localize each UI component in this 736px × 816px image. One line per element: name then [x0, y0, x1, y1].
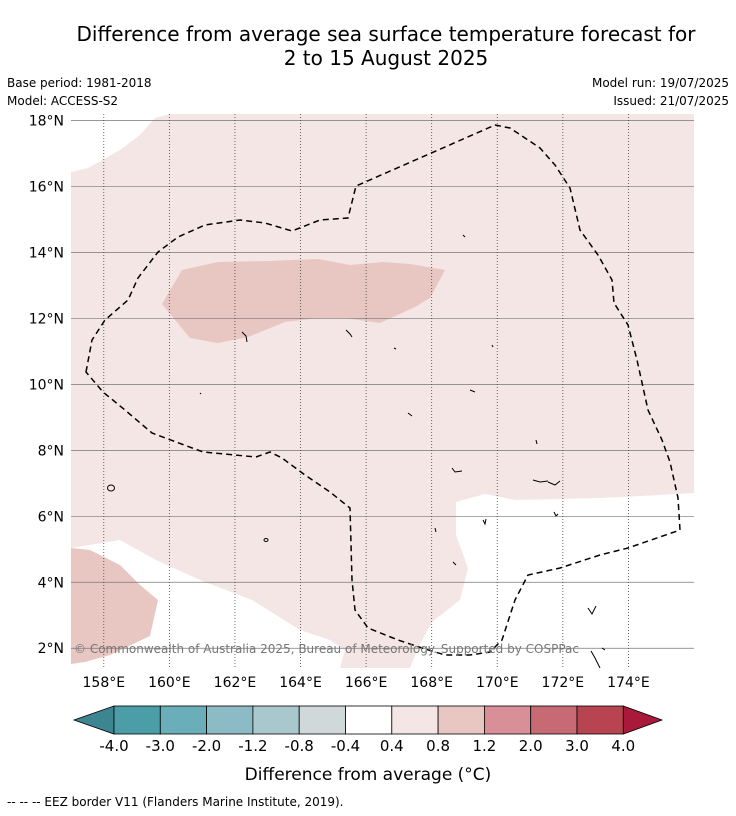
grid-lines — [71, 114, 694, 668]
colorbar: -4.0 -3.0 -2.0 -1.2 -0.8 -0.4 0.4 0.8 1.2 2.0 3.0 4… — [72, 705, 664, 755]
island-outline — [452, 561, 457, 566]
colorbar-tick-label: -3.0 — [146, 737, 175, 755]
anomaly-region-southwest — [71, 548, 158, 664]
longitude-tick-label: 158°E — [83, 675, 126, 691]
colorbar-tick-label: 3.0 — [565, 737, 589, 755]
island-outline — [482, 518, 487, 526]
colorbar-tick-label: 1.2 — [472, 737, 496, 755]
colorbar-segment — [483, 705, 532, 735]
island-outline — [469, 389, 476, 393]
colorbar-tick-label: 0.4 — [380, 737, 404, 755]
longitude-tick-label: 168°E — [410, 675, 453, 691]
meta-left: Base period: 1981-2018 Model: ACCESS-S2 — [7, 74, 152, 110]
latitude-tick-label: 12°N — [29, 311, 64, 327]
colorbar-segment — [437, 705, 485, 735]
island-outline — [434, 527, 437, 533]
island-outline — [107, 484, 115, 492]
island-outline — [345, 329, 353, 338]
latitude-labels: 18°N 16°N 14°N 12°N 10°N 8°N 6°N 4°N 2°N — [29, 114, 64, 658]
longitude-tick-label: 166°E — [345, 675, 388, 691]
colorbar-tick-label: -0.8 — [285, 737, 314, 755]
latitude-tick-label: 8°N — [38, 443, 64, 459]
eez-border — [85, 124, 681, 656]
islands — [107, 234, 606, 668]
colorbar-segment — [206, 705, 254, 735]
colorbar-over-triangle — [622, 705, 664, 735]
issued-text: Issued: 21/07/2025 — [613, 94, 729, 108]
colorbar-tick-label: -1.2 — [238, 737, 267, 755]
island-outline — [451, 467, 463, 473]
longitude-tick-label: 160°E — [148, 675, 191, 691]
longitude-tick-label: 174°E — [607, 675, 650, 691]
longitude-labels: 158°E 160°E 162°E 164°E 166°E 168°E 170°E 172°E… — [83, 675, 650, 691]
map-area — [71, 114, 694, 668]
island-outline — [241, 331, 248, 343]
colorbar-tick-label: 2.0 — [519, 737, 543, 755]
latitude-tick-label: 16°N — [29, 180, 64, 196]
anomaly-region-central — [162, 259, 445, 343]
latitude-tick-label: 4°N — [38, 575, 64, 591]
island-outline — [199, 392, 202, 395]
colorbar-segment — [576, 705, 624, 735]
colorbar-segment — [345, 705, 393, 735]
colorbar-under-triangle — [72, 705, 115, 735]
latitude-tick-label: 10°N — [29, 377, 64, 393]
latitude-tick-label: 18°N — [29, 114, 64, 130]
title-line-1: Difference from average sea surface temp… — [76, 22, 696, 46]
colorbar-segment — [252, 705, 300, 735]
colorbar-segment — [159, 705, 208, 735]
colorbar-tick-label: -0.4 — [331, 737, 360, 755]
latitude-tick-label: 2°N — [38, 641, 64, 657]
island-outline — [491, 344, 494, 348]
colorbar-tick-label: -4.0 — [99, 737, 128, 755]
island-outline — [590, 650, 601, 668]
colorbar-segment — [298, 705, 346, 735]
island-outline — [407, 412, 413, 417]
island-outline — [535, 439, 538, 445]
longitude-tick-label: 162°E — [214, 675, 257, 691]
colorbar-segment — [530, 705, 578, 735]
island-outline — [462, 234, 466, 238]
latitude-tick-label: 14°N — [29, 246, 64, 262]
colorbar-tick-label: -2.0 — [192, 737, 221, 755]
longitude-tick-label: 170°E — [476, 675, 519, 691]
colorbar-tick-label: 4.0 — [611, 737, 635, 755]
title-line-2: 2 to 15 August 2025 — [283, 46, 489, 70]
island-outline — [553, 511, 559, 517]
island-outline — [263, 538, 269, 542]
chart-title: Difference from average sea surface temp… — [0, 22, 736, 70]
colorbar-segment — [113, 705, 161, 735]
meta-right: Model run: 19/07/2025 Issued: 21/07/2025 — [592, 74, 729, 110]
longitude-tick-label: 164°E — [279, 675, 322, 691]
model-text: Model: ACCESS-S2 — [7, 94, 119, 108]
eez-legend-text: -- -- -- EEZ border V11 (Flanders Marine… — [7, 795, 344, 809]
island-outline — [547, 480, 561, 486]
island-outline — [393, 347, 397, 350]
colorbar-segment — [391, 705, 439, 735]
colorbar-tick-label: 0.8 — [426, 737, 450, 755]
model-run-text: Model run: 19/07/2025 — [591, 76, 729, 90]
copyright-text: © Commonwealth of Australia 2025, Bureau… — [74, 642, 579, 656]
base-period-text: Base period: 1981-2018 — [7, 76, 152, 90]
island-outline — [601, 647, 606, 651]
colorbar-label: Difference from average (°C) — [245, 765, 492, 785]
island-outline — [587, 605, 597, 615]
longitude-tick-label: 172°E — [542, 675, 585, 691]
latitude-tick-label: 6°N — [38, 509, 64, 525]
island-outline — [532, 479, 549, 483]
